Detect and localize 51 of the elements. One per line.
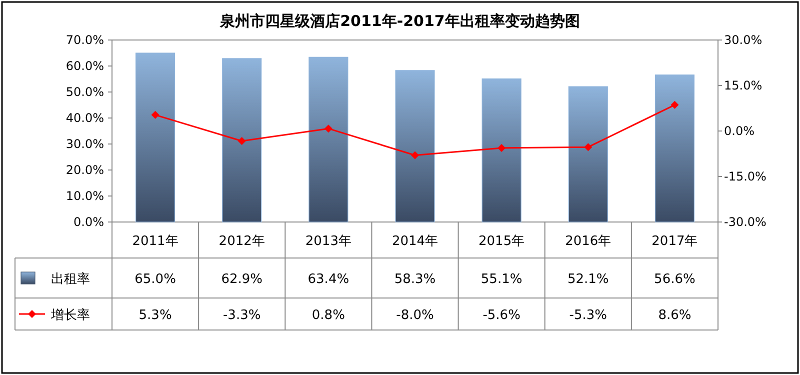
x-tick-label: 2016年 xyxy=(565,234,612,249)
data-label: 65.0% xyxy=(134,272,176,287)
data-label: 55.1% xyxy=(480,272,522,287)
x-tick-label: 2012年 xyxy=(218,234,265,249)
data-label: 0.8% xyxy=(312,308,345,323)
point xyxy=(238,137,246,146)
x-tick-label: 2014年 xyxy=(392,234,438,249)
bar xyxy=(568,86,608,222)
data-label: 56.6% xyxy=(654,272,696,287)
data-label: 58.3% xyxy=(394,272,436,287)
y-tick-label: 70.0% xyxy=(66,33,104,47)
bar xyxy=(482,78,522,222)
y-tick-label: 50.0% xyxy=(66,85,104,99)
data-label: 52.1% xyxy=(567,272,609,287)
data-label: 62.9% xyxy=(221,272,263,287)
bar xyxy=(308,56,348,222)
point xyxy=(324,124,332,133)
x-tick-label: 2015年 xyxy=(478,234,525,249)
bar xyxy=(136,52,176,222)
point xyxy=(151,110,160,119)
y2-tick-label: 30.0% xyxy=(724,33,762,47)
data-label: 8.6% xyxy=(658,308,692,323)
legend-label: 出租率 xyxy=(51,271,90,287)
data-label: 5.3% xyxy=(138,308,172,323)
y2-tick-label: 15.0% xyxy=(724,78,762,92)
data-label: -8.0% xyxy=(396,308,434,323)
point xyxy=(498,144,506,152)
data-label: -3.3% xyxy=(223,308,261,323)
data-label: -5.6% xyxy=(482,308,520,323)
bar xyxy=(222,58,262,222)
x-tick-label: 2017年 xyxy=(652,234,698,249)
y-tick-label: 40.0% xyxy=(66,111,104,125)
y2-tick-label: 0.0% xyxy=(724,124,754,138)
legend-label: 增长率 xyxy=(50,307,90,323)
y2-tick-label: -15.0% xyxy=(724,170,766,184)
point xyxy=(670,100,679,109)
chart-title: 泉州市四星级酒店2011年-2017年出租率变动趋势图 xyxy=(219,12,580,30)
point xyxy=(584,143,592,152)
x-tick-label: 2013年 xyxy=(305,234,352,249)
y-tick-label: 0.0% xyxy=(74,215,104,229)
point xyxy=(411,151,419,160)
data-label: 63.4% xyxy=(308,272,350,287)
y-tick-label: 20.0% xyxy=(66,163,104,177)
bar xyxy=(395,70,435,222)
y2-tick-label: -30.0% xyxy=(724,215,766,229)
x-tick-label: 2011年 xyxy=(132,234,178,249)
data-label: -5.3% xyxy=(569,308,607,323)
bar xyxy=(654,74,694,222)
y-tick-label: 10.0% xyxy=(66,189,104,203)
y-tick-label: 60.0% xyxy=(66,59,104,73)
y-tick-label: 30.0% xyxy=(66,137,104,151)
